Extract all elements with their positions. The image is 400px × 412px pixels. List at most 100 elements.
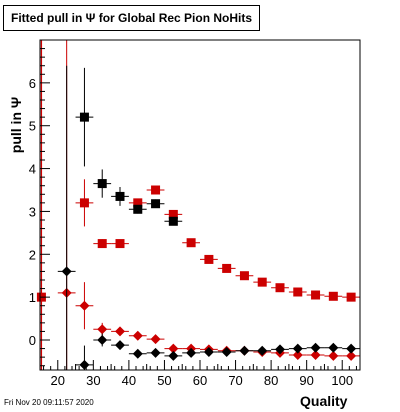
series-3-point-12-marker (275, 344, 285, 355)
series-3-point-6-marker (168, 350, 179, 361)
series-2-point-2-marker (97, 324, 108, 335)
series-2-point-16 (342, 350, 360, 361)
x-tick-label: 100 (331, 373, 353, 388)
series-3-point-4 (128, 348, 147, 359)
series-3-point-10 (235, 345, 254, 356)
series-0-point-8-marker (204, 254, 214, 264)
series-0-point-10-marker (239, 271, 249, 281)
x-tick-label: 30 (86, 373, 100, 388)
series-0-point-13-marker (293, 287, 303, 297)
series-2-point-5-marker (150, 334, 161, 345)
series-0-point-9-marker (222, 263, 232, 273)
series-3-point-2-marker (97, 335, 108, 345)
series-1-point-2-marker (115, 191, 125, 201)
series-3-point-14-marker (310, 342, 321, 353)
x-tick-label: 80 (264, 373, 278, 388)
series-2-point-15-marker (328, 350, 339, 361)
series-3-point-3 (111, 340, 129, 351)
series-2-point-16-marker (346, 350, 357, 361)
series-0-point-8 (200, 254, 218, 264)
series-0-point-12 (271, 283, 289, 293)
series-0-point-16-marker (346, 292, 356, 302)
x-tick-label: 60 (193, 373, 207, 388)
series-3-point-2 (93, 333, 112, 347)
series-2-point-13 (288, 350, 307, 360)
series-3-point-8-marker (203, 347, 214, 357)
series-0-point-2-marker (97, 239, 107, 249)
series-1-point-4 (146, 199, 165, 209)
series-2-point-1 (75, 282, 94, 330)
series-2-point-2 (93, 322, 112, 336)
series-2-point-4 (128, 330, 147, 341)
x-tick-label: 40 (122, 373, 136, 388)
series-3-point-4-marker (132, 348, 143, 359)
series-0-point-11 (253, 277, 272, 287)
series-0-point-6-marker (168, 209, 178, 219)
y-tick-label: 5 (29, 119, 36, 134)
y-tick-label: 4 (29, 162, 36, 177)
y-axis-label-text: pull in Ψ (8, 96, 24, 154)
series-2-point-6-marker (168, 343, 179, 354)
series-0-point-1-marker (79, 198, 89, 208)
series-0-point-3-marker (115, 239, 125, 249)
series-0-point-15 (324, 291, 343, 301)
series-3-point-5-marker (150, 347, 161, 358)
series-1-point-1 (93, 169, 112, 198)
series-3-point-0 (57, 65, 76, 370)
series-0-point-6 (164, 209, 183, 219)
series-2-point-15 (324, 350, 343, 361)
series-1-point-0 (75, 67, 94, 167)
x-axis-label: Quality (300, 393, 348, 409)
series-3-point-15 (324, 342, 343, 353)
series-3-point-5 (146, 347, 165, 358)
series-0-point-2 (93, 239, 112, 249)
series-2-point-1-marker (79, 300, 90, 311)
series-3-point-9-marker (221, 347, 232, 357)
series-2-point-4-marker (132, 330, 143, 341)
series-3-point-0-marker (61, 266, 72, 277)
series-0-point-7 (182, 238, 200, 248)
x-tick-label: 90 (299, 373, 313, 388)
series-0-point-15-marker (328, 291, 338, 301)
series-3-point-3-marker (115, 340, 125, 351)
series-0-point-7-marker (186, 238, 196, 248)
series-3-point-14 (306, 342, 325, 353)
series-2-point-6 (164, 343, 183, 354)
series-3-point-12 (271, 344, 289, 355)
series-0-point-5-marker (151, 185, 161, 195)
series-1-point-1-marker (97, 179, 107, 189)
series-2-point-3-marker (115, 326, 125, 337)
y-tick-label: 0 (29, 333, 36, 348)
series-3-point-16-marker (346, 343, 357, 354)
x-tick-label: 20 (51, 373, 65, 388)
series-3-point-16 (342, 343, 360, 354)
series-1-point-3-marker (133, 204, 143, 214)
series-3-point-8 (200, 347, 218, 357)
series-3-point-10-marker (239, 345, 250, 356)
series-0-point-5 (146, 185, 165, 195)
series-3-point-13 (288, 343, 307, 354)
y-axis-label: pull in Ψ (3, 97, 29, 153)
series-3-point-15-marker (328, 342, 339, 353)
y-tick-label: 1 (29, 290, 36, 305)
series-0-point-9 (217, 263, 236, 273)
series-1-point-2 (111, 187, 129, 206)
x-tick-label: 50 (157, 373, 171, 388)
series-0-point-1 (75, 179, 94, 227)
series-3-point-13-marker (292, 343, 303, 354)
series-0-point-14-marker (311, 290, 321, 300)
series-3-point-1-marker (79, 359, 90, 370)
series-2-point-3 (111, 326, 129, 337)
series-0-point-13 (288, 287, 307, 297)
series-2-point-14-marker (310, 350, 321, 360)
y-tick-label: 6 (29, 76, 36, 91)
series-0-point-12-marker (275, 283, 285, 293)
series-1-point-5 (164, 216, 183, 226)
series-3-point-11-marker (257, 345, 268, 356)
series-0-point-14 (306, 290, 325, 300)
series-0-point-16 (342, 292, 360, 302)
series-0-point-11-marker (257, 277, 267, 287)
series-3-point-11 (253, 345, 272, 356)
series-1-point-5-marker (168, 216, 178, 226)
chart-title-text: Fitted pull in Ψ for Global Rec Pion NoH… (11, 11, 253, 25)
